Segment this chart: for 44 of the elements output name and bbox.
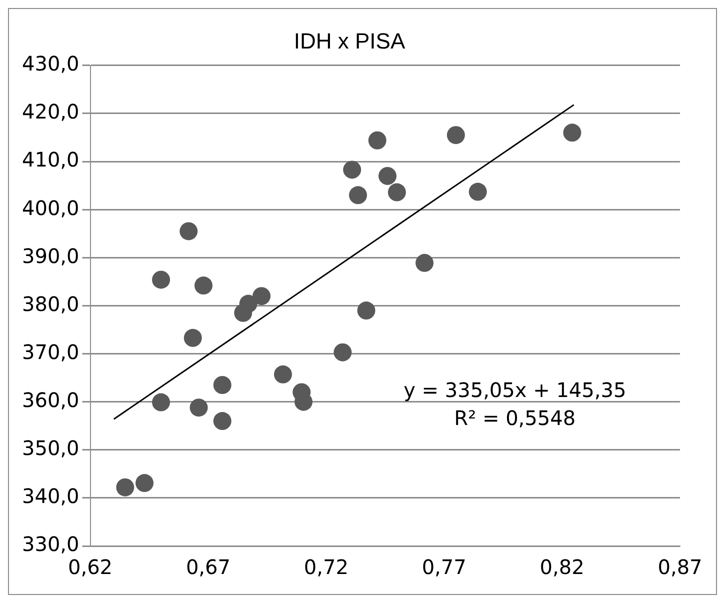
y-tick-label: 360,0 [22, 388, 80, 412]
point [468, 182, 487, 201]
y-tick-label: 400,0 [22, 196, 80, 220]
point [388, 183, 406, 202]
y-tick-label: 410,0 [22, 148, 80, 172]
point [563, 124, 582, 142]
point [213, 376, 232, 394]
x-tick-label: 0,82 [540, 555, 584, 580]
point [136, 474, 154, 492]
point [357, 302, 376, 320]
point [252, 287, 271, 306]
x-tick-label: 0,62 [68, 555, 113, 580]
annotation: y = 335,05x + 145,35 [404, 378, 626, 402]
point [349, 186, 367, 204]
chart-title: IDH x PISA [294, 28, 406, 54]
point [378, 166, 396, 185]
y-tick-label: 380,0 [22, 292, 80, 316]
point [213, 412, 232, 430]
point [343, 160, 362, 179]
point [116, 478, 134, 496]
point [334, 343, 352, 362]
x-tick-label: 0,72 [304, 555, 348, 580]
y-tick-label: 420,0 [22, 100, 80, 124]
y-tick-label: 340,0 [22, 484, 80, 508]
point [180, 222, 198, 240]
point [194, 276, 212, 295]
point [368, 131, 386, 150]
point [184, 328, 202, 347]
point [152, 393, 170, 412]
point [152, 270, 170, 289]
y-tick-label: 430,0 [22, 52, 80, 76]
point [190, 398, 208, 417]
point [416, 254, 434, 272]
y-tick-label: 370,0 [22, 340, 80, 364]
y-tick-label: 350,0 [22, 436, 80, 460]
y-tick-label: 330,0 [22, 532, 80, 556]
annotation: R² = 0,5548 [454, 406, 576, 430]
x-tick-label: 0,77 [422, 555, 466, 580]
point [239, 294, 258, 313]
point [446, 126, 465, 144]
y-tick-label: 390,0 [22, 244, 80, 268]
x-tick-label: 0,67 [186, 555, 230, 580]
point [274, 365, 292, 384]
x-tick-label: 0,87 [658, 555, 702, 580]
